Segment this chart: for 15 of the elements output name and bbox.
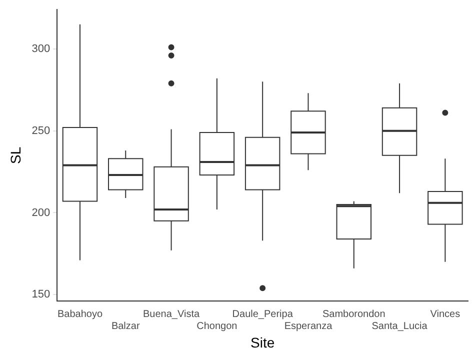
y-tick-label: 200: [32, 206, 50, 219]
x-tick-label: Santa_Lucia: [372, 320, 428, 332]
x-tick-label: Esperanza: [284, 320, 333, 332]
x-tick-label: Daule_Peripa: [232, 308, 294, 320]
x-tick-label: Balzar: [111, 320, 140, 332]
x-tick-label: Chongon: [196, 320, 238, 332]
y-axis-title: SL: [7, 146, 24, 164]
y-tick-label: 250: [32, 124, 50, 137]
x-tick-label: Babahoyo: [57, 308, 103, 320]
x-tick-label: Vinces: [430, 308, 460, 320]
x-tick-label: Buena_Vista: [143, 308, 200, 320]
x-tick-label: Samborondon: [322, 308, 386, 320]
x-axis-title: Site: [250, 334, 275, 350]
y-tick-label: 150: [32, 288, 50, 301]
y-tick-label: 300: [32, 42, 50, 55]
